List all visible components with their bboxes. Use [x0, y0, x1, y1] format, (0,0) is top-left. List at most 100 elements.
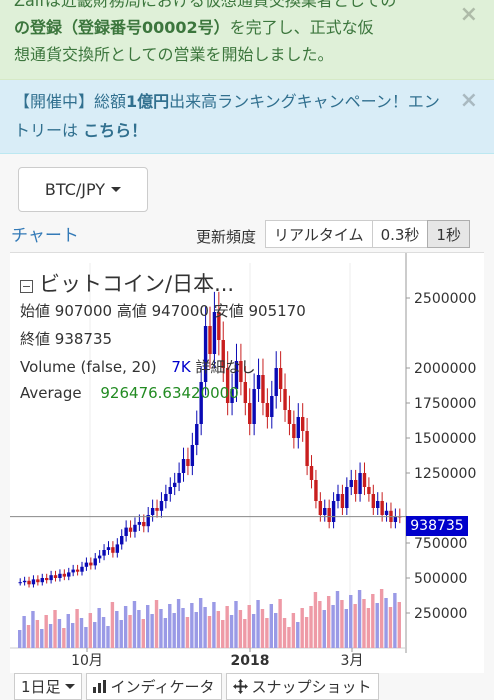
y-tick-label: 250000	[414, 606, 467, 622]
candle-body	[230, 389, 234, 403]
volume-bar	[62, 628, 66, 648]
candle-body	[199, 382, 203, 424]
candle-body	[384, 510, 389, 515]
volume-bar	[251, 614, 256, 648]
volume-bar	[362, 599, 366, 648]
candle-body	[287, 410, 292, 424]
candle-body	[239, 361, 243, 382]
candle-body	[212, 312, 217, 354]
candle-body	[353, 480, 358, 494]
high-label: 高値	[116, 302, 147, 320]
candle-body	[248, 403, 252, 424]
registration-line-2-rest: を完了し、正式な仮	[229, 18, 374, 37]
candle-body	[265, 403, 270, 417]
close-icon[interactable]: ×	[459, 88, 478, 113]
volume-bar	[119, 620, 123, 648]
volume-bar	[168, 604, 172, 648]
volume-bar	[190, 603, 194, 648]
snapshot-button[interactable]: スナップショット	[225, 673, 379, 700]
campaign-notice: 【開催中】総額1億円出来高ランキングキャンペーン！エントリーは こちら！ ×	[0, 80, 494, 154]
candle-body	[336, 494, 340, 501]
volume-bar	[335, 591, 340, 648]
freq-option-realtime[interactable]: リアルタイム	[265, 220, 373, 248]
low-label: 安値	[213, 302, 244, 320]
candle-body	[305, 431, 309, 466]
candle-body	[49, 575, 53, 581]
volume-bar	[172, 613, 176, 648]
candle-body	[195, 424, 199, 445]
chart-tab-link[interactable]: チャート	[11, 226, 79, 246]
candle-body	[234, 361, 239, 389]
volume-bar	[128, 615, 132, 648]
collapse-icon[interactable]	[20, 280, 33, 293]
candle-body	[67, 572, 71, 577]
y-tick-label: 1250000	[414, 466, 476, 482]
candle-body	[40, 578, 44, 583]
low-value: 905170	[248, 302, 306, 320]
freq-option-1s[interactable]: 1秒	[427, 220, 470, 248]
candle-body	[137, 522, 142, 525]
volume-bar	[243, 619, 247, 648]
volume-bar	[88, 613, 93, 648]
candle-body	[142, 522, 146, 527]
volume-bar	[229, 615, 234, 648]
campaign-entry-link[interactable]: こちら！	[83, 121, 148, 140]
y-tick-label: 500000	[414, 571, 467, 587]
candle-body	[362, 473, 367, 487]
campaign-text: 出来高ランキングキャンペーン！エントリーは	[14, 92, 440, 140]
volume-bar	[274, 613, 278, 648]
candle-body	[323, 508, 327, 515]
registration-line-1: Zaifは近畿財務局における仮想通貨交換業者としての	[14, 0, 397, 10]
freq-option-0-3s[interactable]: 0.3秒	[371, 220, 429, 248]
volume-bar	[375, 603, 379, 648]
volume-bar	[353, 604, 357, 648]
close-icon[interactable]: ×	[459, 2, 478, 27]
candlestick-chart-svg: 250000 500000 750000 1250000 1500000 1750000 2…	[10, 253, 476, 669]
candle-body	[71, 569, 75, 573]
volume-bar	[260, 609, 265, 648]
volume-bar	[216, 611, 221, 648]
y-tick-label: 1750000	[414, 396, 476, 412]
candle-body	[367, 487, 371, 494]
period-dropdown[interactable]: 1日足	[14, 673, 82, 700]
candle-body	[62, 573, 67, 577]
candle-body	[75, 569, 80, 572]
volume-bar	[137, 610, 141, 648]
candle-body	[80, 566, 84, 572]
volume-bar	[207, 616, 212, 648]
candle-body	[53, 575, 58, 578]
registration-notice: Zaifは近畿財務局における仮想通貨交換業者としての の登録（登録番号00002…	[0, 0, 494, 80]
candle-body	[225, 368, 230, 403]
chart-toolbar: 1日足 インディケータ スナップショット	[0, 673, 494, 700]
indicators-button[interactable]: インディケータ	[85, 673, 222, 700]
candle-body	[217, 312, 221, 340]
volume-extra: 詳細なし	[195, 358, 256, 376]
chevron-down-icon	[64, 684, 75, 689]
volume-bar	[371, 594, 375, 648]
volume-bar	[97, 608, 101, 648]
price-chart[interactable]: 250000 500000 750000 1250000 1500000 1750000 2…	[10, 252, 484, 673]
candle-body	[349, 480, 353, 487]
close-label: 終値	[20, 330, 51, 348]
volume-bar	[278, 599, 282, 648]
volume-bar	[185, 617, 190, 648]
move-icon	[232, 679, 248, 694]
volume-bar	[163, 618, 168, 648]
candle-body	[283, 389, 287, 410]
volume-bar	[48, 624, 53, 648]
volume-bar	[247, 605, 251, 648]
candle-body	[221, 340, 225, 368]
volume-bar	[304, 617, 309, 648]
volume-bar	[44, 615, 48, 648]
candle-body	[371, 494, 376, 508]
candle-body	[128, 527, 133, 532]
candle-body	[261, 375, 265, 403]
candle-body	[208, 326, 212, 354]
volume-bar	[300, 608, 304, 648]
volume-bar	[22, 616, 26, 648]
pair-dropdown[interactable]: BTC/JPY	[18, 167, 148, 212]
volume-bar	[70, 623, 75, 648]
volume-bar	[256, 600, 260, 648]
candle-body	[146, 515, 150, 527]
volume-bar	[26, 625, 31, 648]
